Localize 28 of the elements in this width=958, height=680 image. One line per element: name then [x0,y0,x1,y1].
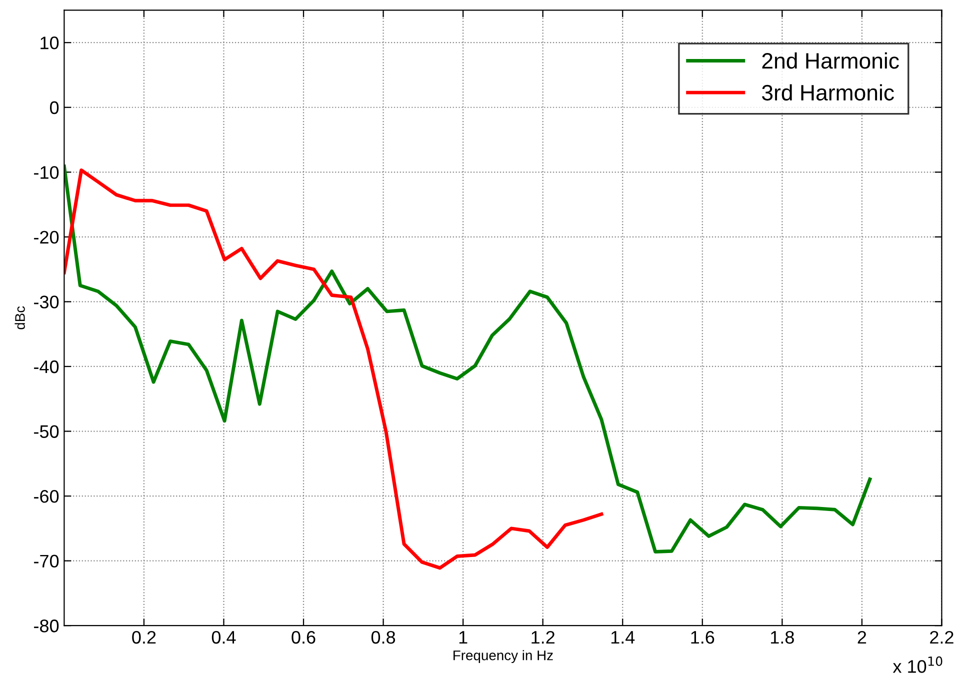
y-axis-title: dBc [14,306,25,330]
y-tick-label: -40 [34,360,59,374]
y-tick-label: -20 [34,230,59,244]
legend-label: 3rd Harmonic [762,84,894,101]
x-tick-label: 1.4 [611,631,635,644]
y-tick-label: 0 [50,101,59,114]
legend-label: 2nd Harmonic [762,52,899,69]
y-tick-label: -50 [34,425,59,438]
y-tick-label: -70 [34,554,59,568]
x-tick-label: 2 [858,630,866,644]
x-axis-title: Frequency in Hz [454,650,553,664]
x-tick-label: 1 [459,631,468,644]
y-tick-label: 10 [40,36,59,50]
x-tick-label: 0.4 [212,630,236,644]
y-tick-label: -60 [34,490,59,503]
text: x 10$^{10}$ [892,656,942,673]
x-tick-label: 0.8 [371,630,396,644]
x-tick-label: 1.6 [691,630,714,644]
x-tick-label: 2.2 [930,630,954,644]
y-tick-label: -30 [34,296,59,308]
x-tick-label: 0.6 [292,630,316,644]
x-tick-label: 1.2 [532,630,554,644]
x-tick-label: 0.2 [132,630,156,644]
x-tick-label: 1.8 [770,630,794,644]
line-series [64,164,872,554]
line-series [64,168,604,570]
y-tick-label: -10 [34,166,59,179]
y-tick-label: -80 [34,620,59,632]
